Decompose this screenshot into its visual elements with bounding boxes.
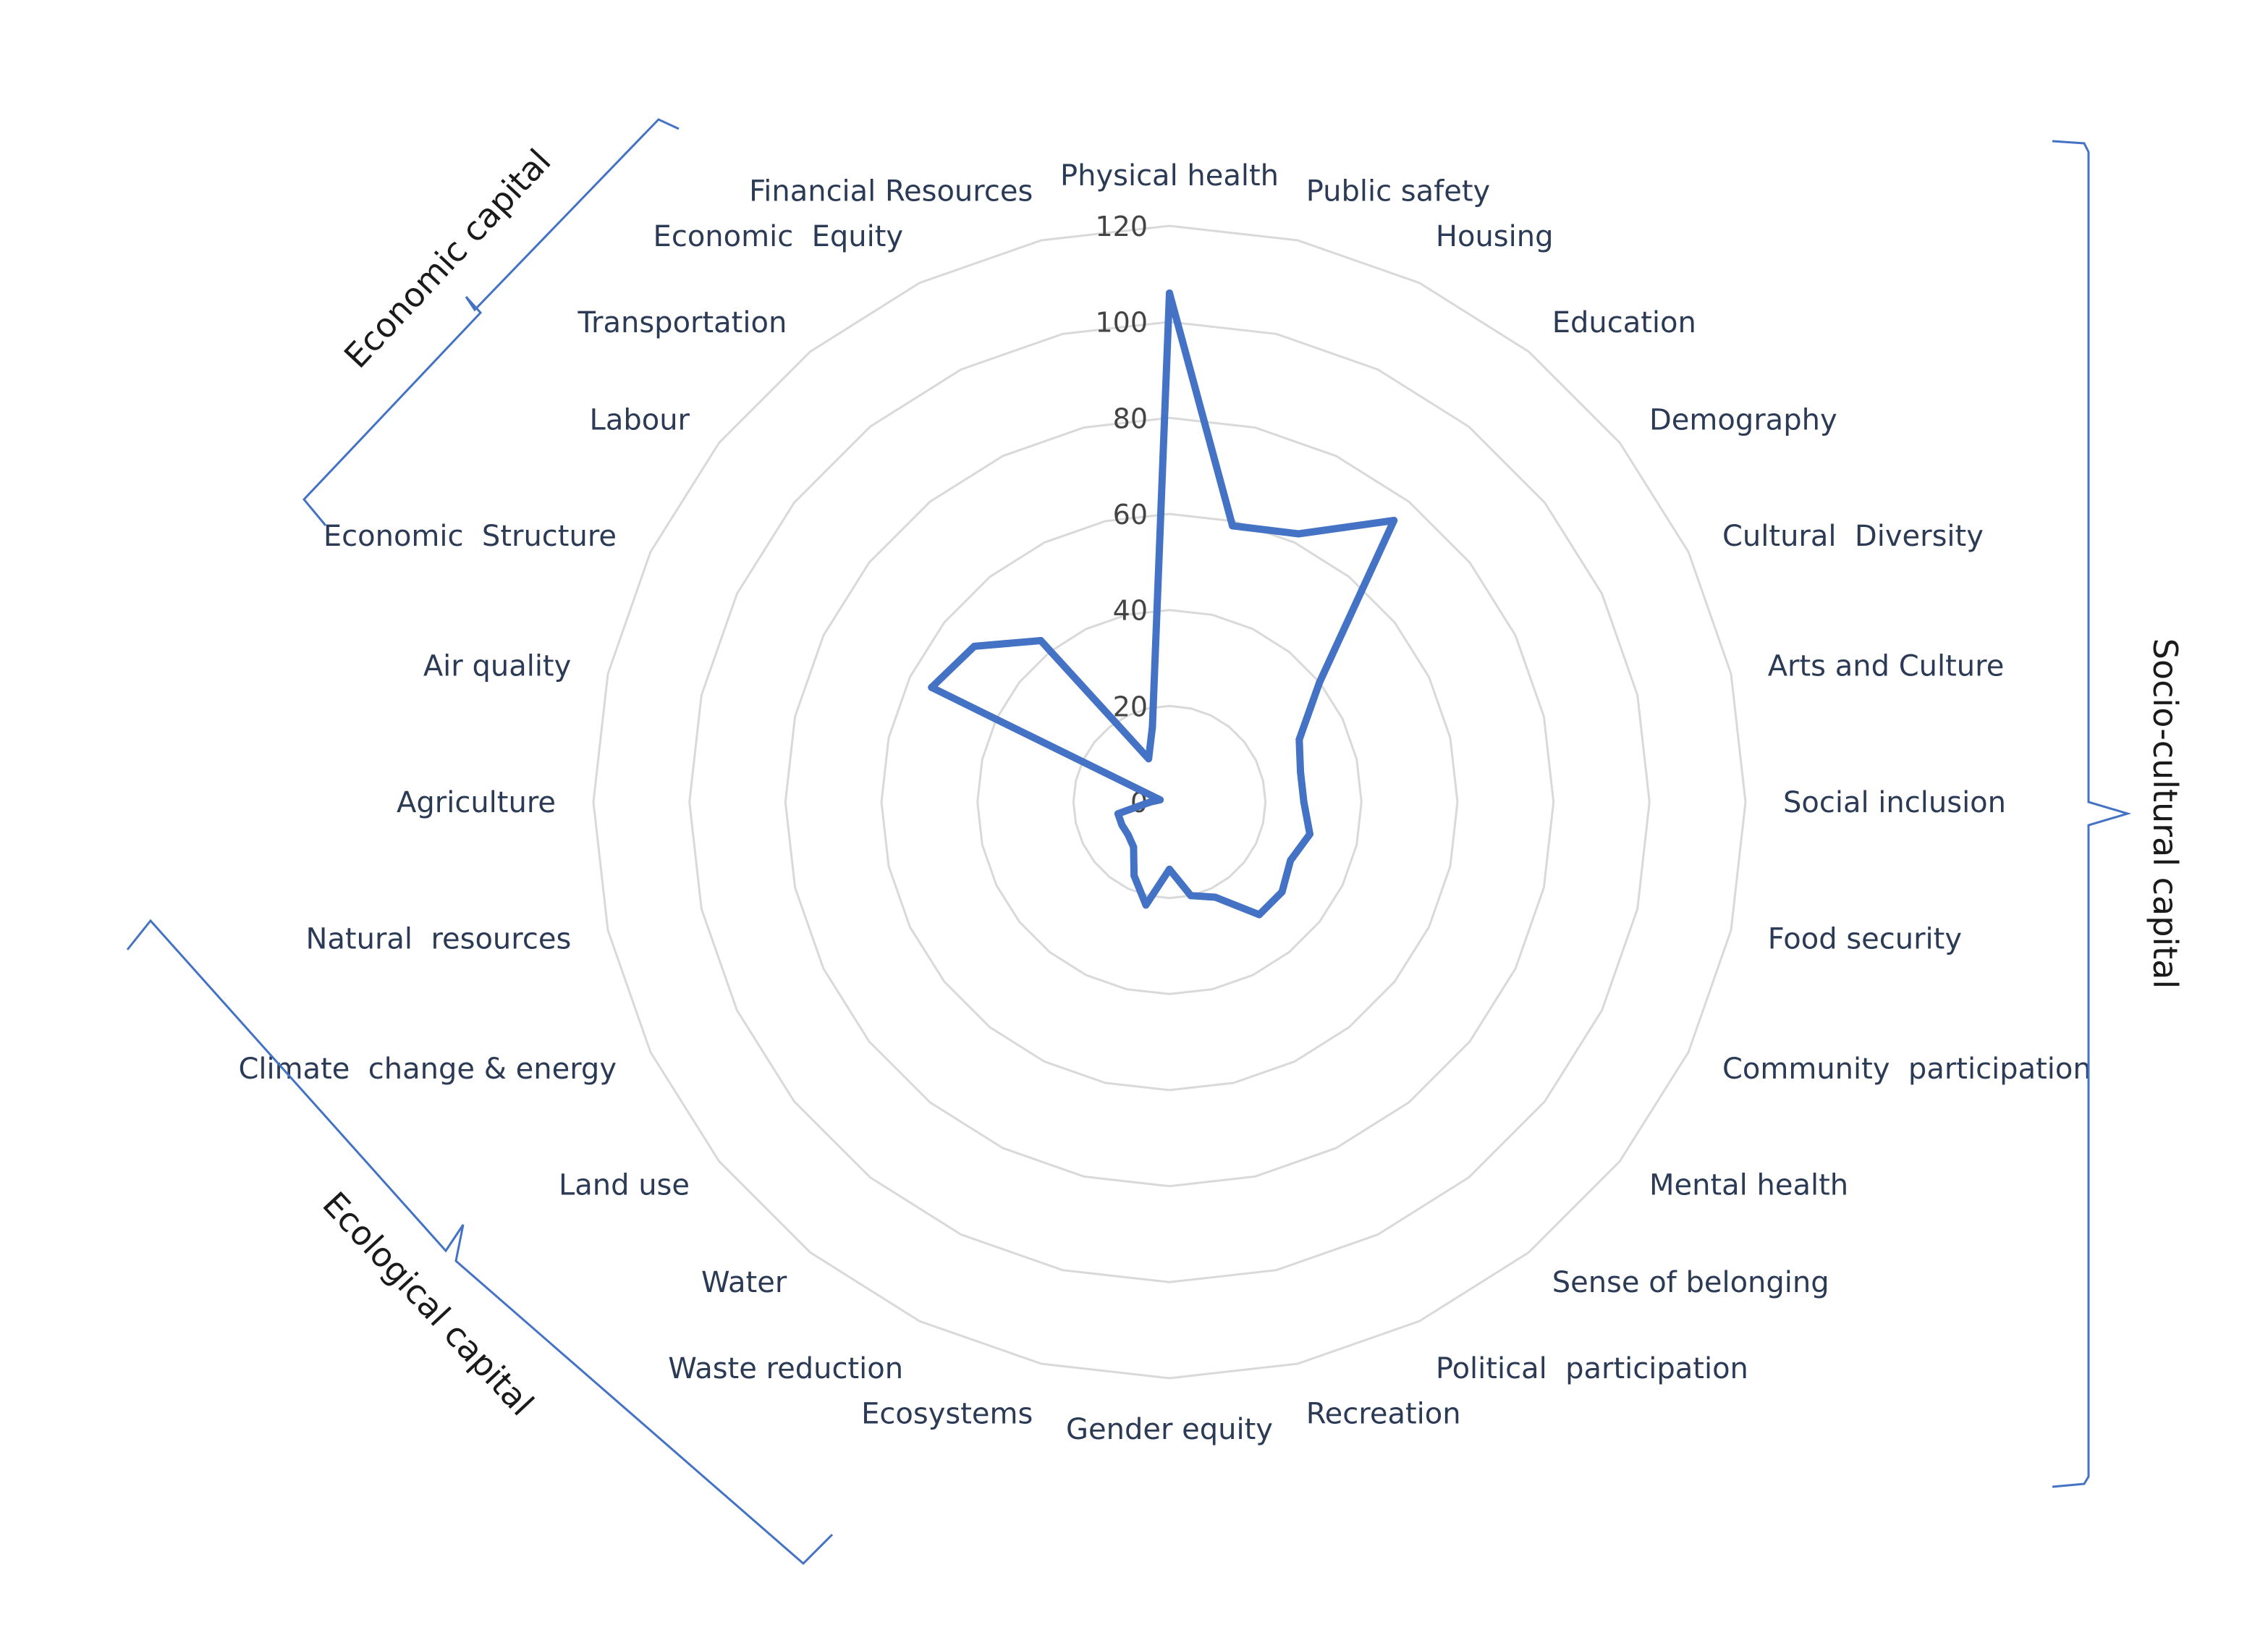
axis-label-7: Social inclusion	[1783, 786, 2006, 819]
axis-label-6: Arts and Culture	[1768, 649, 2005, 683]
data-point-18	[1125, 831, 1132, 839]
socio-cultural-bracket	[2052, 140, 2132, 1488]
grid-ring-100	[688, 321, 1651, 1283]
grid-ring-120	[592, 224, 1747, 1380]
axis-label-19: Climate change & energy	[238, 1052, 617, 1086]
ecological-bracket	[126, 919, 834, 1566]
series-line-0	[928, 289, 1398, 919]
axis-label-18: Land use	[559, 1169, 690, 1202]
axis-label-0: Physical health	[1060, 159, 1279, 193]
grid-ring-80	[784, 416, 1555, 1188]
tick-label-60: 60	[1113, 499, 1148, 531]
grid-ring-60	[880, 512, 1459, 1092]
axis-label-20: Natural resources	[305, 923, 571, 956]
axis-label-17: Water	[701, 1266, 787, 1299]
data-point-22	[1156, 796, 1164, 803]
data-point-26	[1145, 755, 1153, 763]
data-point-3	[1390, 517, 1398, 524]
data-point-27	[1148, 723, 1156, 731]
tick-label-80: 80	[1113, 402, 1148, 434]
axis-label-9: Community participation	[1722, 1052, 2091, 1086]
grid-ring-20	[1072, 704, 1267, 900]
axis-label-8: Food security	[1768, 923, 1962, 956]
data-point-12	[1211, 893, 1219, 901]
axis-label-25: Transportation	[577, 306, 787, 339]
axis-label-16: Waste reduction	[668, 1352, 903, 1385]
axis-label-2: Housing	[1436, 220, 1554, 253]
axis-label-11: Sense of belonging	[1552, 1266, 1829, 1299]
data-point-1	[1229, 522, 1237, 530]
data-point-2	[1295, 530, 1303, 538]
axis-label-10: Mental health	[1649, 1169, 1848, 1202]
axis-label-14: Gender equity	[1066, 1413, 1273, 1446]
grid-rings	[592, 224, 1747, 1380]
axis-label-26: Economic Equity	[653, 220, 904, 253]
data-point-15	[1142, 901, 1150, 909]
axis-label-3: Education	[1552, 306, 1696, 339]
data-point-7	[1300, 798, 1308, 806]
data-point-5	[1295, 735, 1303, 743]
data-point-24	[970, 642, 978, 650]
group-label-socio-cultural: Socio-cultural capital	[2146, 638, 2185, 989]
tick-label-100: 100	[1095, 307, 1148, 339]
axis-label-15: Ecosystems	[861, 1398, 1033, 1431]
axis-label-5: Cultural Diversity	[1722, 520, 1984, 553]
axis-label-27: Financial Resources	[749, 174, 1033, 208]
data-point-25	[1037, 637, 1045, 644]
group-label-ecological: Ecological capital	[315, 1184, 541, 1423]
data-point-4	[1316, 678, 1324, 686]
economic-bracket	[302, 118, 680, 526]
data-point-0	[1166, 289, 1173, 297]
data-point-21	[1146, 798, 1154, 806]
data-point-10	[1278, 888, 1286, 896]
axis-label-23: Economic Structure	[323, 520, 617, 553]
tick-label-120: 120	[1095, 211, 1148, 242]
tick-label-40: 40	[1113, 595, 1148, 627]
series-layer	[928, 289, 1398, 919]
axis-label-21: Agriculture	[397, 786, 556, 819]
data-point-14	[1166, 865, 1173, 873]
data-point-6	[1297, 768, 1305, 776]
data-point-23	[928, 683, 936, 691]
axis-label-12: Political participation	[1436, 1352, 1748, 1385]
data-point-20	[1114, 810, 1122, 818]
axis-label-4: Demography	[1649, 403, 1837, 436]
group-brackets	[126, 118, 2132, 1566]
data-point-11	[1256, 911, 1264, 919]
axis-label-24: Labour	[590, 403, 690, 436]
data-point-17	[1130, 843, 1138, 851]
data-point-19	[1118, 821, 1126, 829]
data-point-8	[1306, 830, 1313, 838]
grid-ring-40	[976, 609, 1363, 995]
axis-label-13: Recreation	[1306, 1398, 1461, 1431]
data-point-9	[1287, 856, 1295, 864]
data-point-16	[1130, 872, 1138, 879]
tick-label-20: 20	[1113, 691, 1148, 722]
axis-label-22: Air quality	[423, 649, 571, 683]
axis-label-1: Public safety	[1306, 174, 1491, 208]
axis-labels: Physical health Public safety Housing Educa…	[238, 159, 2091, 1446]
data-point-13	[1187, 892, 1195, 900]
